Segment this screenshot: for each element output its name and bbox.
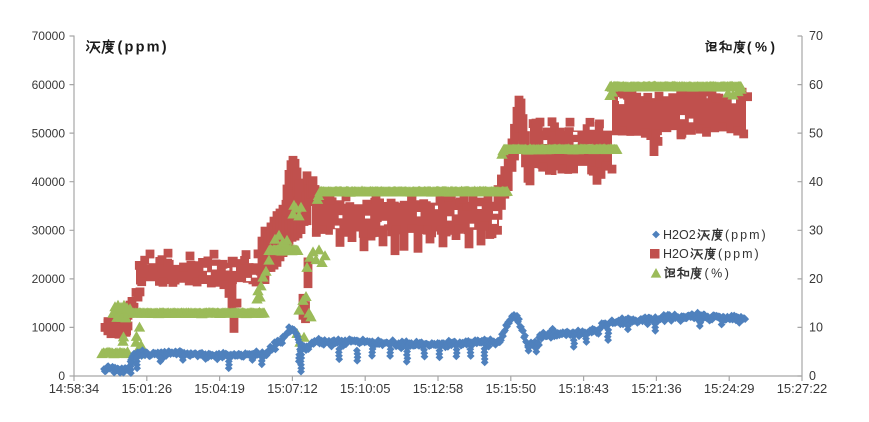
svg-text:60: 60 [809, 78, 823, 92]
svg-text:15:15:50: 15:15:50 [485, 381, 536, 396]
svg-text:40000: 40000 [32, 175, 66, 189]
svg-text:0: 0 [58, 369, 65, 383]
svg-text:50000: 50000 [32, 126, 66, 140]
svg-text:15:10:05: 15:10:05 [340, 381, 391, 396]
svg-text:20: 20 [809, 272, 823, 286]
svg-text:H2O2: H2O2 [663, 228, 696, 242]
svg-text:60000: 60000 [32, 78, 66, 92]
svg-text:0: 0 [809, 369, 816, 383]
svg-text:40: 40 [809, 175, 823, 189]
svg-text:15:01:26: 15:01:26 [121, 381, 172, 396]
svg-text:(%): (%) [705, 267, 732, 281]
svg-text:20000: 20000 [32, 272, 66, 286]
svg-text:15:12:58: 15:12:58 [413, 381, 464, 396]
svg-text:70: 70 [809, 29, 823, 43]
svg-text:H2O: H2O [663, 247, 689, 261]
svg-text:(ppm): (ppm) [725, 228, 768, 242]
svg-text:15:18:43: 15:18:43 [558, 381, 609, 396]
svg-text:15:21:36: 15:21:36 [631, 381, 682, 396]
svg-text:14:58:34: 14:58:34 [49, 381, 100, 396]
svg-text:50: 50 [809, 126, 823, 140]
svg-text:30000: 30000 [32, 224, 66, 238]
svg-text:10: 10 [809, 321, 823, 335]
svg-text:70000: 70000 [32, 29, 66, 43]
svg-text:15:24:29: 15:24:29 [704, 381, 755, 396]
svg-text:(ppm): (ppm) [118, 40, 169, 56]
svg-text:(%): (%) [747, 40, 779, 55]
svg-text:30: 30 [809, 224, 823, 238]
svg-text:(ppm): (ppm) [718, 247, 761, 261]
svg-text:10000: 10000 [32, 321, 66, 335]
svg-text:15:07:12: 15:07:12 [267, 381, 318, 396]
svg-text:15:04:19: 15:04:19 [194, 381, 245, 396]
svg-text:15:27:22: 15:27:22 [777, 381, 828, 396]
